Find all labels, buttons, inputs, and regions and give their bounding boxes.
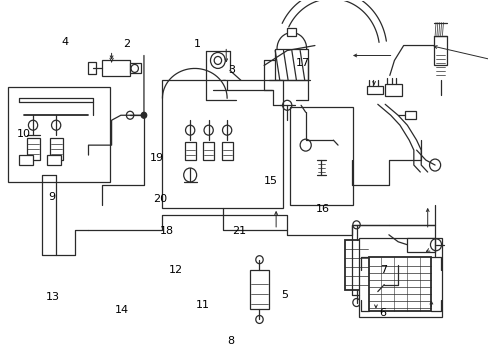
Bar [47, 155, 61, 165]
Bar [130, 63, 141, 73]
Text: 10: 10 [17, 129, 31, 139]
Bar [19, 155, 33, 165]
Bar [359, 238, 442, 318]
Text: 15: 15 [264, 176, 277, 186]
Text: 17: 17 [295, 58, 309, 68]
Bar [368, 257, 430, 311]
Bar [26, 138, 40, 160]
Text: 2: 2 [122, 39, 130, 49]
Circle shape [141, 112, 146, 118]
Bar [366, 86, 383, 94]
Text: 1: 1 [193, 39, 201, 49]
Text: 16: 16 [315, 204, 329, 215]
Bar [345, 240, 367, 289]
Bar [184, 142, 195, 160]
Bar [162, 80, 282, 208]
Text: 4: 4 [61, 37, 68, 47]
Bar [385, 84, 401, 96]
Text: 14: 14 [115, 305, 129, 315]
Text: 21: 21 [232, 226, 246, 236]
Bar [289, 107, 352, 205]
Text: 9: 9 [48, 192, 55, 202]
Text: 7: 7 [380, 265, 386, 275]
Bar [250, 270, 268, 310]
Bar [102, 60, 130, 76]
Bar [407, 238, 434, 252]
Bar [433, 36, 446, 66]
Text: 12: 12 [169, 265, 183, 275]
Bar [203, 142, 214, 160]
Text: 11: 11 [196, 300, 210, 310]
Text: 13: 13 [45, 292, 60, 302]
Bar [286, 28, 296, 36]
Text: 8: 8 [227, 336, 234, 346]
Bar [275, 49, 308, 80]
Bar [404, 111, 415, 119]
Bar [8, 87, 109, 182]
Bar [50, 138, 62, 160]
Bar [88, 62, 96, 75]
Text: 20: 20 [152, 194, 166, 204]
Text: 19: 19 [149, 153, 163, 163]
Bar [221, 142, 232, 160]
Text: 6: 6 [378, 308, 386, 318]
Text: 5: 5 [281, 291, 287, 301]
Text: 18: 18 [160, 226, 174, 236]
Text: 3: 3 [227, 64, 234, 75]
